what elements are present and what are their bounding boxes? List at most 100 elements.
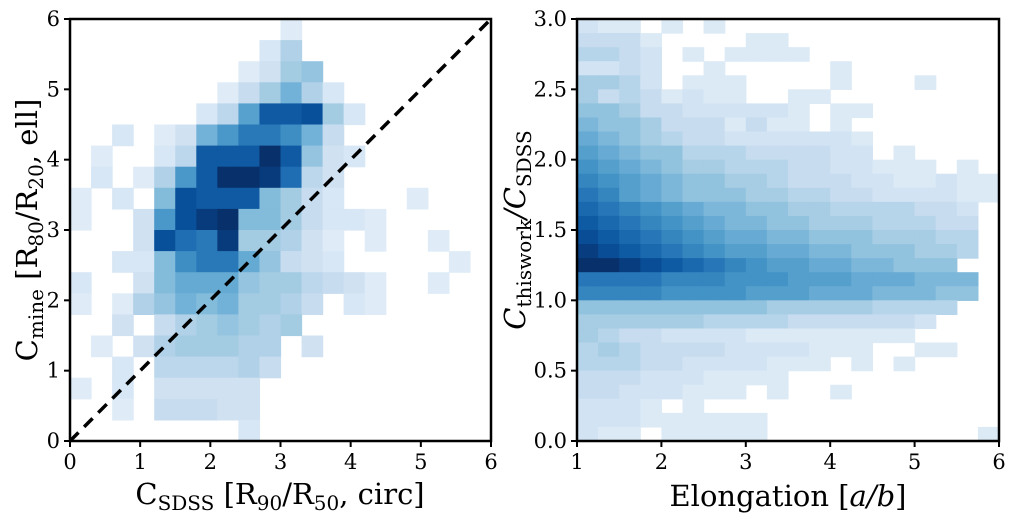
heatmap-bin [70, 377, 92, 400]
heatmap-bin [196, 124, 218, 147]
y-tick-label: 1.5 [534, 218, 567, 242]
heatmap-bin [598, 201, 620, 217]
heatmap-bin [217, 377, 239, 400]
heatmap-bin [682, 173, 705, 189]
heatmap-bin [956, 215, 979, 231]
heatmap-bin [851, 230, 873, 245]
heatmap-bin [238, 377, 261, 400]
heatmap-bin [724, 384, 747, 400]
heatmap-bin [196, 314, 218, 337]
heatmap-bin [619, 19, 641, 34]
heatmap-bin [745, 356, 768, 372]
heatmap-bin [598, 286, 620, 301]
heatmap-bin [851, 159, 873, 175]
heatmap-bin [830, 244, 852, 259]
heatmap-bin [301, 103, 324, 126]
heatmap-bin [893, 201, 916, 217]
heatmap-bin [406, 187, 429, 210]
heatmap-bin [872, 272, 895, 287]
heatmap-bin [598, 89, 620, 104]
heatmap-bin [661, 356, 684, 372]
heatmap-bin [154, 166, 176, 189]
heatmap-bin [788, 159, 810, 175]
heatmap-bin [893, 258, 916, 273]
heatmap-bin [809, 131, 831, 147]
heatmap-bin [766, 314, 789, 330]
heatmap-bin [598, 244, 620, 259]
heatmap-bin [640, 47, 662, 62]
heatmap-bin [280, 40, 303, 62]
x-tick-label: 2 [655, 450, 668, 474]
heatmap-bin [830, 173, 852, 189]
heatmap-bin [640, 356, 662, 372]
heatmap-bin [301, 293, 324, 315]
heatmap-bin [935, 201, 958, 217]
heatmap-bin [935, 272, 958, 287]
heatmap-bin [598, 272, 620, 287]
heatmap-bin [238, 293, 261, 315]
heatmap-bin [893, 159, 916, 175]
heatmap-bin [598, 131, 620, 147]
heatmap-bin [661, 314, 684, 330]
heatmap-bin [217, 124, 239, 147]
heatmap-bin [598, 33, 620, 48]
heatmap-bin [893, 356, 916, 372]
heatmap-bin [682, 103, 705, 119]
heatmap-bin [577, 201, 599, 217]
heatmap-bin [112, 314, 134, 337]
heatmap-bin [872, 201, 895, 217]
heatmap-bin [935, 300, 958, 315]
heatmap-bin [745, 244, 768, 259]
heatmap-bin [766, 328, 789, 344]
heatmap-bin [682, 89, 705, 104]
right-ticks: 1 2 3 4 5 6 0.0 0.5 1.0 1.5 2.0 2.5 3.0 [534, 7, 1006, 474]
heatmap-bin [851, 131, 873, 147]
heatmap-bin [196, 335, 218, 358]
heatmap-bin [935, 215, 958, 231]
heatmap-bin [703, 159, 726, 175]
heatmap-bin [280, 19, 303, 41]
heatmap-bin [619, 131, 641, 147]
heatmap-bin [745, 314, 768, 330]
x-tick-label: 3 [274, 450, 287, 474]
heatmap-bin [217, 230, 239, 252]
heatmap-bin [956, 201, 979, 217]
heatmap-bin [788, 145, 810, 161]
heatmap-bin [619, 75, 641, 90]
heatmap-bin [619, 384, 641, 400]
heatmap-bin [851, 215, 873, 231]
heatmap-bin [577, 75, 599, 90]
heatmap-bin [619, 159, 641, 175]
heatmap-bin [280, 145, 303, 168]
heatmap-bin [322, 187, 345, 210]
heatmap-bin [935, 244, 958, 259]
heatmap-bin [217, 82, 239, 104]
heatmap-bin [640, 398, 662, 414]
heatmap-bin [640, 201, 662, 217]
heatmap-bin [745, 300, 768, 315]
heatmap-bin [703, 117, 726, 133]
heatmap-bin [661, 187, 684, 203]
heatmap-bin [217, 335, 239, 358]
heatmap-bin [661, 19, 684, 34]
x-tick-label: 3 [739, 450, 752, 474]
heatmap-bin [914, 173, 937, 189]
heatmap-bin [914, 187, 937, 203]
heatmap-bin [745, 328, 768, 344]
heatmap-bin [301, 166, 324, 189]
heatmap-bin [851, 328, 873, 344]
heatmap-bin [809, 230, 831, 245]
heatmap-bin [724, 370, 747, 386]
heatmap-bin [661, 230, 684, 245]
heatmap-bin [619, 300, 641, 315]
heatmap-bin [724, 342, 747, 358]
heatmap-bin [788, 342, 810, 358]
heatmap-bin [830, 300, 852, 315]
heatmap-bin [682, 342, 705, 358]
heatmap-bin [154, 251, 176, 273]
heatmap-bin [788, 272, 810, 287]
heatmap-bin [766, 258, 789, 273]
heatmap-bin [661, 159, 684, 175]
heatmap-bin [956, 173, 979, 189]
heatmap-bin [577, 426, 599, 442]
